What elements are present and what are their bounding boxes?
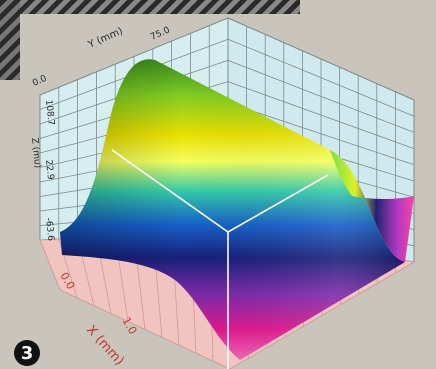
surface-backside xyxy=(330,150,414,262)
top-stripe-decoration xyxy=(0,0,300,14)
z-tick-bottom: -63.6 xyxy=(43,217,55,241)
x-axis-label: X (mm) xyxy=(83,323,127,369)
z-tick-mid: 22.9 xyxy=(43,159,55,180)
y-tick-0: 0.0 xyxy=(31,74,48,89)
z-axis-label: Z (mu) xyxy=(29,137,42,168)
corner-stripe-decoration xyxy=(0,0,20,80)
y-tick-75: 75.0 xyxy=(149,25,172,42)
bounding-box-edges xyxy=(111,149,329,369)
figure-number-badge: 3 xyxy=(14,340,40,366)
y-axis-label: Y (mm) xyxy=(86,26,125,51)
z-tick-top: 108.7 xyxy=(43,99,56,126)
surface-shading xyxy=(60,59,405,360)
